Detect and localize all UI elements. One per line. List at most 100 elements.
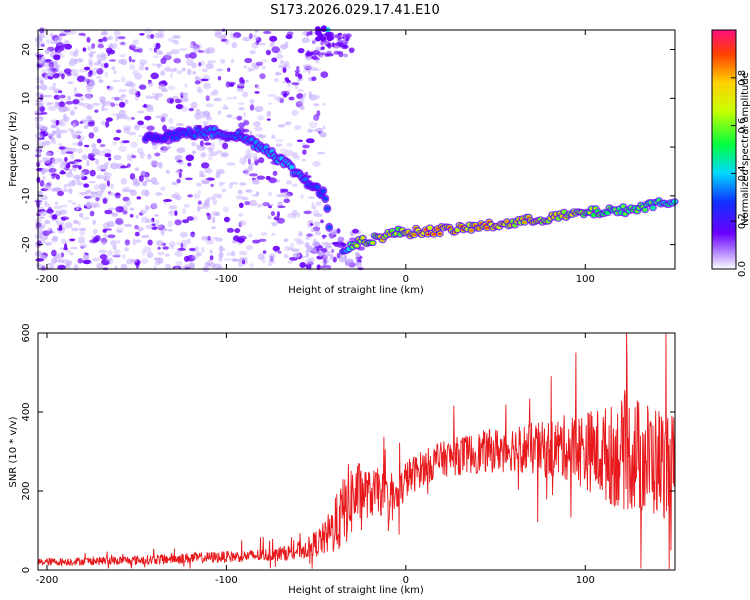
noise-speck: [170, 244, 175, 250]
noise-speck: [103, 233, 108, 239]
noise-speck: [283, 253, 289, 259]
noise-speck: [320, 219, 324, 224]
noise-speck: [63, 114, 67, 119]
noise-speck: [96, 262, 104, 269]
noise-speck: [95, 190, 104, 197]
noise-speck: [48, 163, 55, 170]
noise-speck: [308, 66, 318, 72]
noise-speck: [153, 214, 160, 217]
noise-speck: [119, 165, 129, 169]
noise-speck: [196, 86, 201, 92]
noise-speck: [98, 38, 104, 43]
spectrogram-x-axis-label: Height of straight line (km): [288, 285, 424, 296]
noise-speck: [308, 257, 315, 263]
noise-speck: [118, 110, 126, 114]
noise-speck: [89, 261, 93, 265]
ridge-mid: [326, 225, 332, 230]
noise-speck: [52, 82, 57, 86]
noise-speck: [58, 146, 66, 150]
noise-speck: [271, 46, 280, 54]
noise-speck: [98, 79, 104, 83]
noise-speck: [206, 147, 215, 151]
noise-speck: [154, 258, 161, 266]
noise-speck: [280, 60, 285, 65]
noise-speck: [244, 201, 251, 206]
noise-speck: [160, 57, 167, 64]
noise-speck: [296, 139, 303, 143]
noise-speck: [59, 163, 67, 170]
noise-speck: [311, 202, 315, 209]
noise-speck: [129, 189, 137, 196]
noise-speck: [56, 221, 65, 228]
noise-speck: [274, 77, 279, 83]
noise-speck: [248, 33, 253, 39]
noise-speck: [71, 133, 77, 138]
noise-speck: [85, 195, 95, 199]
noise-speck: [36, 54, 42, 61]
noise-speck: [245, 149, 252, 156]
noise-speck: [120, 140, 124, 145]
noise-speck: [306, 245, 314, 252]
noise-speck: [67, 81, 74, 85]
noise-speck: [243, 120, 250, 126]
noise-speck: [64, 222, 73, 229]
noise-speck: [137, 120, 145, 126]
noise-speck: [105, 47, 113, 54]
noise-speck: [52, 235, 59, 241]
noise-speck: [95, 76, 103, 79]
noise-speck: [237, 189, 243, 195]
noise-speck: [104, 152, 111, 158]
noise-speck: [275, 138, 284, 143]
noise-speck: [170, 73, 173, 79]
noise-speck: [69, 29, 77, 35]
noise-speck: [236, 87, 244, 92]
noise-speck: [341, 45, 348, 50]
noise-speck: [300, 194, 304, 200]
noise-speck: [242, 91, 249, 98]
noise-speck: [187, 237, 191, 245]
noise-speck: [312, 209, 320, 216]
noise-speck: [120, 94, 127, 98]
noise-speck: [305, 252, 309, 258]
noise-speck: [87, 57, 94, 65]
noise-speck: [325, 242, 332, 246]
noise-speck: [218, 256, 223, 263]
noise-speck: [209, 60, 216, 64]
noise-speck: [134, 73, 143, 80]
noise-speck: [70, 110, 75, 116]
snr-panel: -200 -100 0 100 0 200 400 600 Height of straigh…: [8, 323, 676, 596]
snr-y-tick-label: 0: [21, 567, 32, 573]
ridge-core: [412, 233, 417, 237]
noise-speck: [302, 144, 310, 149]
noise-speck: [238, 250, 248, 256]
noise-speck: [52, 160, 60, 165]
colorbar-tick-label: 0.2: [737, 213, 748, 229]
noise-speck: [232, 35, 238, 40]
noise-speck: [222, 106, 229, 110]
noise-speck: [40, 188, 49, 192]
noise-speck: [150, 34, 155, 39]
noise-speck: [330, 228, 338, 236]
noise-speck: [118, 88, 127, 93]
noise-speck: [68, 187, 73, 194]
noise-speck: [108, 157, 112, 161]
noise-speck: [202, 120, 209, 125]
noise-speck: [205, 238, 214, 245]
noise-speck: [71, 227, 79, 232]
noise-speck: [76, 181, 84, 186]
noise-speck: [110, 183, 115, 190]
noise-speck: [160, 116, 166, 123]
noise-speck: [100, 54, 107, 61]
noise-speck: [34, 133, 44, 139]
noise-speck: [99, 96, 106, 103]
noise-speck: [35, 92, 44, 95]
noise-speck: [200, 140, 204, 147]
noise-speck: [73, 219, 79, 225]
noise-speck: [63, 106, 70, 111]
noise-speck: [72, 142, 78, 146]
noise-speck: [159, 33, 165, 39]
noise-speck: [110, 102, 115, 108]
noise-speck: [57, 42, 65, 47]
noise-speck: [226, 227, 234, 233]
noise-speck: [265, 49, 271, 56]
